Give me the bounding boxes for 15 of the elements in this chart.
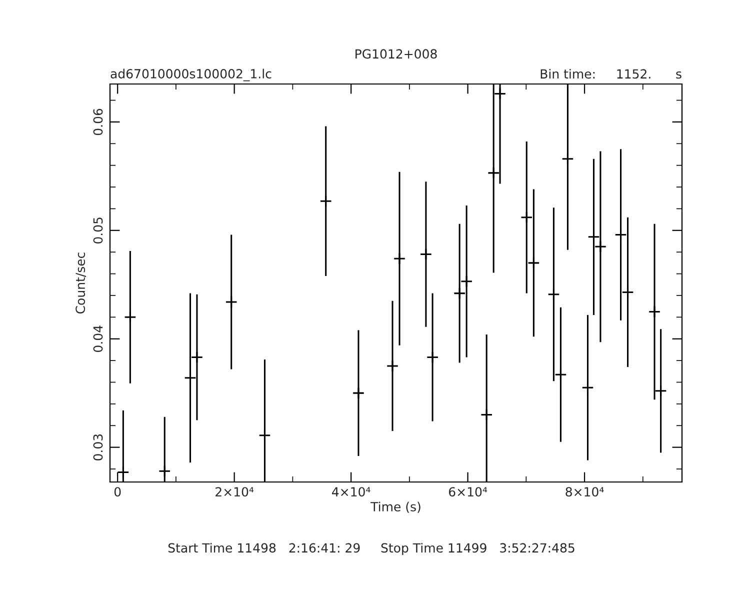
y-tick-label: 0.03 (93, 434, 103, 460)
y-axis-title: Count/sec (76, 252, 86, 314)
chart-title: PG1012+008 (356, 49, 437, 59)
x-axis-title: Time (s) (370, 502, 420, 513)
chart-subtitle: ad67010000s100002_1.lc (110, 68, 272, 82)
x-tick-label: 8×10⁴ (566, 487, 604, 497)
x-tick-label: 4×10⁴ (332, 487, 370, 497)
x-tick-label: 0 (114, 487, 121, 497)
text: Bin time: 1152. s (540, 68, 682, 79)
x-tick-label: 6×10⁴ (448, 487, 488, 497)
y-tick-label: 0.04 (93, 326, 103, 352)
text: Start Time 11498 2:16:41: 29 Stop Time 11499 3:52:27:485 (168, 542, 574, 556)
y-tick-label: 0.06 (93, 108, 103, 136)
x-tick-label: 2×10⁴ (216, 487, 254, 497)
y-tick-label: 0.05 (93, 218, 103, 244)
